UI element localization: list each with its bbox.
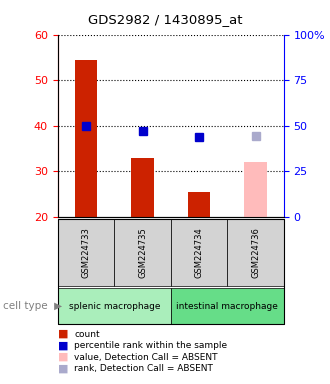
Text: cell type  ▶: cell type ▶ [3, 301, 62, 311]
Text: ■: ■ [58, 329, 68, 339]
Text: percentile rank within the sample: percentile rank within the sample [74, 341, 227, 350]
Text: rank, Detection Call = ABSENT: rank, Detection Call = ABSENT [74, 364, 213, 373]
Bar [131, 158, 154, 217]
Text: ■: ■ [58, 341, 68, 351]
Text: GDS2982 / 1430895_at: GDS2982 / 1430895_at [88, 13, 242, 26]
Text: GSM224734: GSM224734 [194, 227, 204, 278]
Text: count: count [74, 329, 100, 339]
Bar [244, 162, 267, 217]
Text: value, Detection Call = ABSENT: value, Detection Call = ABSENT [74, 353, 218, 362]
Text: GSM224735: GSM224735 [138, 227, 147, 278]
Text: intestinal macrophage: intestinal macrophage [176, 302, 278, 311]
Text: splenic macrophage: splenic macrophage [69, 302, 160, 311]
Text: ■: ■ [58, 364, 68, 374]
Bar [75, 60, 97, 217]
Text: GSM224736: GSM224736 [251, 227, 260, 278]
Bar [188, 192, 210, 217]
Text: GSM224733: GSM224733 [82, 227, 90, 278]
Text: ■: ■ [58, 352, 68, 362]
